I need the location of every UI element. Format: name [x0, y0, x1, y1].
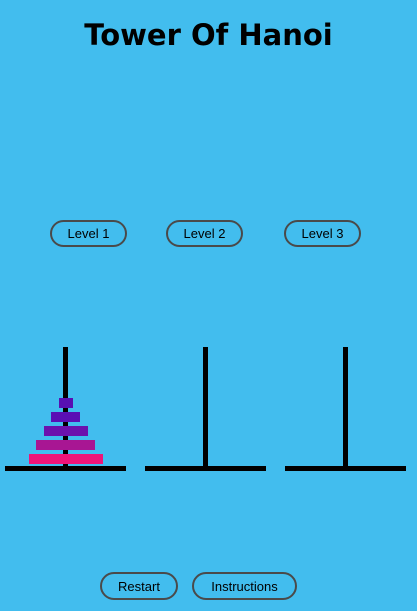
tower-base — [5, 466, 126, 471]
page-title: Tower Of Hanoi — [84, 18, 333, 52]
tower-base — [285, 466, 406, 471]
disk-size-3[interactable] — [43, 426, 88, 436]
tower-rod — [203, 347, 208, 468]
disk-size-5[interactable] — [28, 454, 103, 464]
level-2-button[interactable]: Level 2 — [166, 220, 243, 247]
tower-base — [145, 466, 266, 471]
disk-size-4[interactable] — [36, 440, 95, 450]
level-3-button[interactable]: Level 3 — [284, 220, 361, 247]
disk-size-1[interactable] — [58, 398, 73, 408]
level-1-button[interactable]: Level 1 — [50, 220, 127, 247]
restart-button[interactable]: Restart — [100, 572, 178, 600]
instructions-button[interactable]: Instructions — [192, 572, 297, 600]
tower-rod — [343, 347, 348, 468]
disk-size-2[interactable] — [51, 412, 80, 422]
